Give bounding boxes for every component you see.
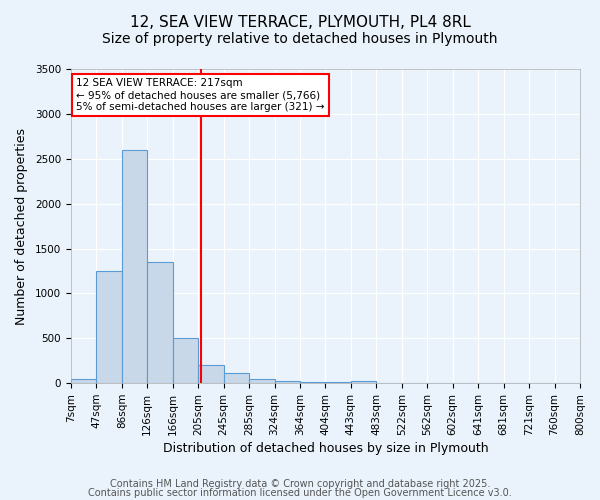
Text: Size of property relative to detached houses in Plymouth: Size of property relative to detached ho… <box>102 32 498 46</box>
Bar <box>300 382 325 383</box>
Bar <box>97 271 122 383</box>
Bar <box>224 374 249 383</box>
Bar <box>173 338 198 383</box>
Bar <box>198 366 224 383</box>
Text: 12 SEA VIEW TERRACE: 217sqm
← 95% of detached houses are smaller (5,766)
5% of s: 12 SEA VIEW TERRACE: 217sqm ← 95% of det… <box>76 78 325 112</box>
Text: Contains HM Land Registry data © Crown copyright and database right 2025.: Contains HM Land Registry data © Crown c… <box>110 479 490 489</box>
Bar <box>275 380 300 383</box>
Bar <box>122 150 147 383</box>
Text: Contains public sector information licensed under the Open Government Licence v3: Contains public sector information licen… <box>88 488 512 498</box>
Text: 12, SEA VIEW TERRACE, PLYMOUTH, PL4 8RL: 12, SEA VIEW TERRACE, PLYMOUTH, PL4 8RL <box>130 15 470 30</box>
X-axis label: Distribution of detached houses by size in Plymouth: Distribution of detached houses by size … <box>163 442 488 455</box>
Y-axis label: Number of detached properties: Number of detached properties <box>15 128 28 324</box>
Bar <box>325 382 351 383</box>
Bar <box>351 380 376 383</box>
Bar <box>249 378 275 383</box>
Bar <box>147 262 173 383</box>
Bar <box>71 378 97 383</box>
